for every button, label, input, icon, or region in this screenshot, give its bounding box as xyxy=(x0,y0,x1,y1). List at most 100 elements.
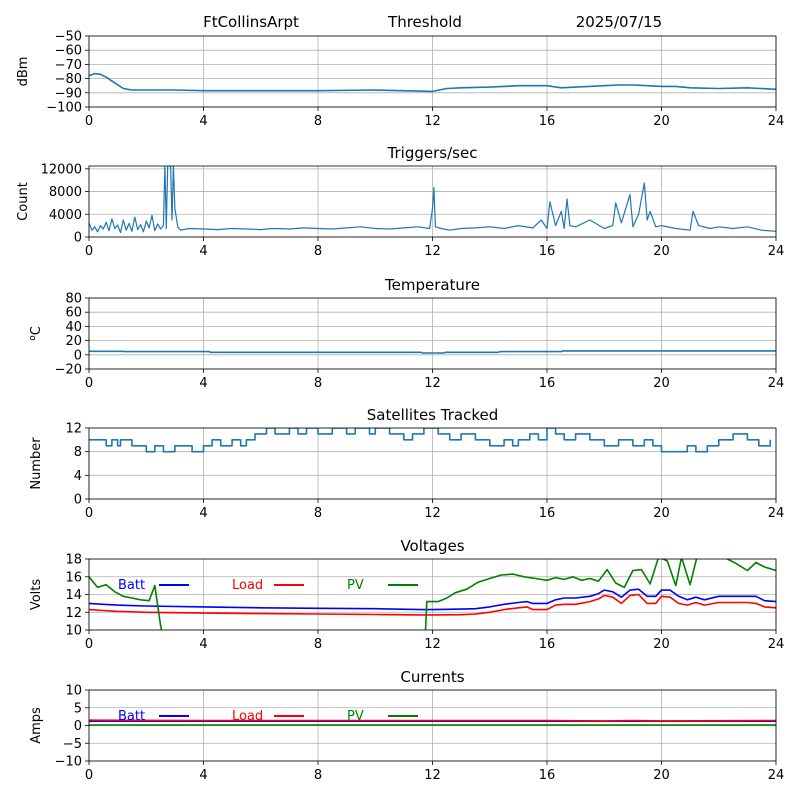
legend-label-load: Load xyxy=(232,709,263,724)
x-tick-label: 12 xyxy=(424,376,441,391)
y-tick-label: 12 xyxy=(65,422,82,437)
y-tick-label: 4000 xyxy=(49,208,82,223)
x-tick-label: 20 xyxy=(653,768,670,783)
x-tick-label: 16 xyxy=(539,637,556,652)
y-tick-label: −20 xyxy=(55,363,82,378)
mode-label: Threshold xyxy=(387,13,462,31)
legend-label-pv: PV xyxy=(347,578,364,593)
legend-label-pv: PV xyxy=(347,709,364,724)
x-tick-label: 0 xyxy=(85,114,93,129)
date-label: 2025/07/15 xyxy=(576,13,662,31)
y-tick-label: −70 xyxy=(55,58,82,73)
panel-satellites: 0 4 8 12 16 20 24 0 4 8 12 Satellites Tracked Number xyxy=(29,406,784,521)
series-line-load xyxy=(89,719,776,722)
x-tick-label: 16 xyxy=(539,114,556,129)
y-tick-label: 5 xyxy=(74,701,82,716)
y-tick-label: −90 xyxy=(55,86,82,101)
y-tick-label: 0 xyxy=(74,719,82,734)
y-tick-label: 12 xyxy=(65,606,82,621)
series-line-load xyxy=(89,593,776,616)
x-tick-label: 0 xyxy=(85,244,93,259)
panel-threshold: 0 4 8 12 16 20 24 −100−90−80−70−60−50 dBm xyxy=(16,30,784,130)
y-tick-label: −50 xyxy=(55,30,82,45)
x-tick-label: 20 xyxy=(653,244,670,259)
chart-title: Satellites Tracked xyxy=(367,406,498,424)
y-tick-label: −10 xyxy=(55,755,82,770)
chart-title: Voltages xyxy=(400,537,464,555)
x-tick-label: 20 xyxy=(653,114,670,129)
series-line-satellites xyxy=(89,428,772,453)
y-tick-label: 60 xyxy=(65,306,82,321)
y-tick-label: −60 xyxy=(55,44,82,59)
x-tick-label: 12 xyxy=(424,637,441,652)
x-tick-label: 24 xyxy=(768,376,785,391)
x-tick-label: 16 xyxy=(539,506,556,521)
x-tick-label: 4 xyxy=(199,114,207,129)
x-tick-label: 24 xyxy=(768,114,785,129)
y-tick-label: −80 xyxy=(55,72,82,87)
x-tick-label: 0 xyxy=(85,506,93,521)
x-tick-label: 8 xyxy=(314,506,322,521)
y-tick-label: 4 xyxy=(74,469,82,484)
y-tick-label: 10 xyxy=(65,684,82,699)
legend-label-batt: Batt xyxy=(118,578,145,593)
x-tick-label: 20 xyxy=(653,637,670,652)
series-line-batt xyxy=(89,588,776,611)
station-name: FtCollinsArpt xyxy=(203,13,299,31)
x-tick-label: 0 xyxy=(85,768,93,783)
series-line-pv xyxy=(89,559,776,630)
y-tick-label: 0 xyxy=(74,348,82,363)
y-axis-label: Amps xyxy=(29,707,44,744)
y-tick-label: 16 xyxy=(65,570,82,585)
x-tick-label: 24 xyxy=(768,244,785,259)
x-tick-label: 8 xyxy=(314,768,322,783)
chart-title: Currents xyxy=(400,668,464,686)
x-tick-label: 4 xyxy=(199,244,207,259)
y-tick-label: −5 xyxy=(63,737,82,752)
y-tick-label: 8 xyxy=(74,445,82,460)
y-axis-label: oC xyxy=(28,326,44,341)
y-tick-label: 0 xyxy=(74,493,82,508)
x-tick-label: 8 xyxy=(314,114,322,129)
x-tick-label: 12 xyxy=(424,244,441,259)
x-tick-label: 12 xyxy=(424,114,441,129)
x-tick-label: 24 xyxy=(768,637,785,652)
x-tick-label: 4 xyxy=(199,506,207,521)
y-tick-label: 0 xyxy=(74,231,82,246)
panel-triggers: 0 4 8 12 16 20 24 0 4000 8000 12000 Triggers/sec Cou… xyxy=(16,144,784,259)
x-tick-label: 8 xyxy=(314,376,322,391)
y-axis-label: Volts xyxy=(29,579,44,611)
x-tick-label: 4 xyxy=(199,637,207,652)
y-axis-label: Number xyxy=(29,437,44,490)
x-tick-label: 16 xyxy=(539,244,556,259)
x-tick-label: 0 xyxy=(85,376,93,391)
x-tick-label: 0 xyxy=(85,637,93,652)
x-tick-label: 12 xyxy=(424,768,441,783)
y-tick-label: 40 xyxy=(65,320,82,335)
x-tick-label: 24 xyxy=(768,506,785,521)
x-tick-label: 20 xyxy=(653,506,670,521)
y-tick-label: 18 xyxy=(65,553,82,568)
y-tick-label: 10 xyxy=(65,624,82,639)
x-tick-label: 4 xyxy=(199,768,207,783)
chart-title: Triggers/sec xyxy=(387,144,478,162)
y-tick-label: −100 xyxy=(46,101,82,116)
series-line-threshold xyxy=(89,72,776,93)
legend-label-batt: Batt xyxy=(118,709,145,724)
panel-currents: 0 4 8 12 16 20 24 −10 −5 0 5 10 Currents Amps Batt Load… xyxy=(29,668,784,783)
y-tick-label: 20 xyxy=(65,334,82,349)
x-tick-label: 8 xyxy=(314,637,322,652)
y-tick-label: 80 xyxy=(65,292,82,307)
y-axis-label: Count xyxy=(16,182,31,221)
legend-label-load: Load xyxy=(232,578,263,593)
x-tick-label: 16 xyxy=(539,376,556,391)
x-tick-label: 24 xyxy=(768,768,785,783)
x-tick-label: 16 xyxy=(539,768,556,783)
y-tick-label: 14 xyxy=(65,588,82,603)
series-line-temperature xyxy=(89,350,776,354)
x-tick-label: 20 xyxy=(653,376,670,391)
x-tick-label: 4 xyxy=(199,376,207,391)
y-tick-label: 8000 xyxy=(49,185,82,200)
